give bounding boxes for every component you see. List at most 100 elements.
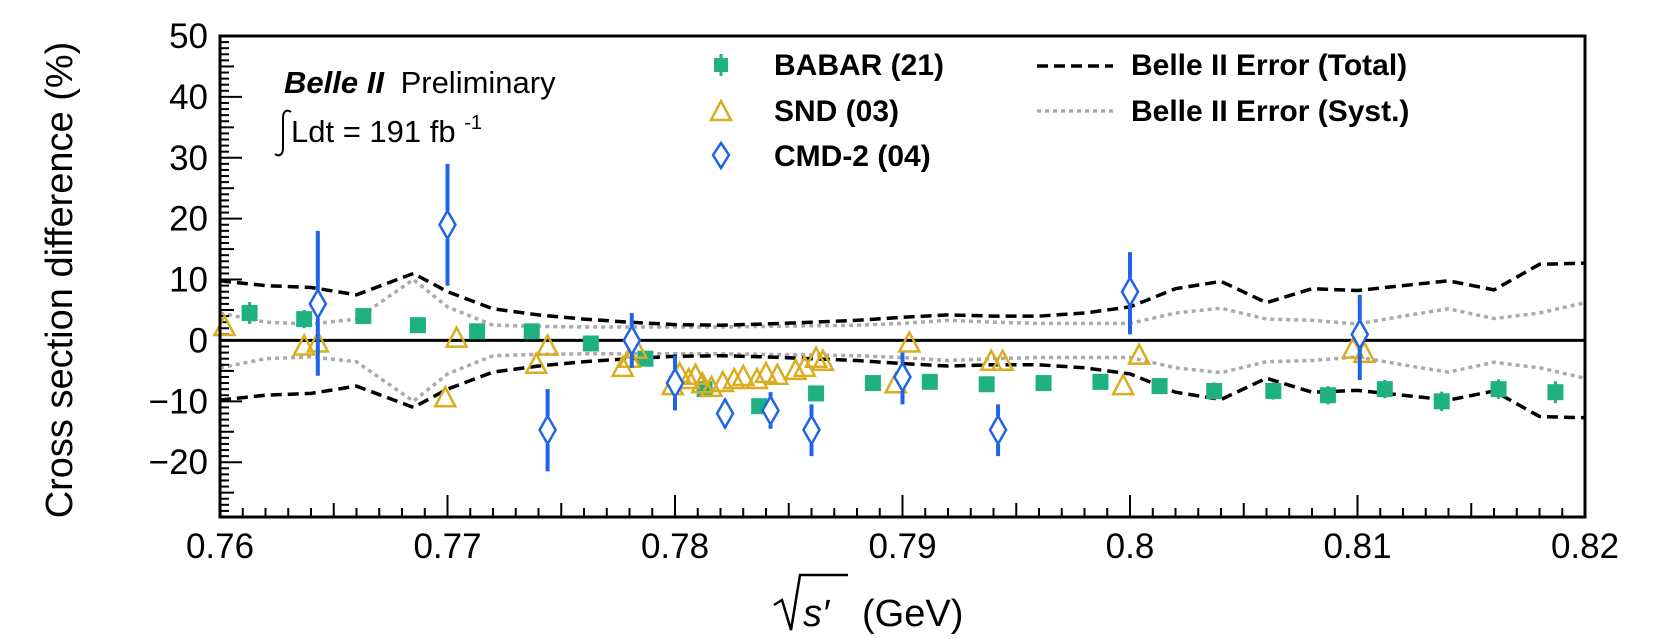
x-tick-label: 0.82 bbox=[1551, 527, 1619, 566]
cmd2-point bbox=[622, 313, 642, 368]
cmd2-point bbox=[988, 404, 1008, 457]
belle-annotation: Belle II Preliminary Ldt = 191 fb -1 bbox=[274, 65, 556, 157]
legend-syst-label: Belle II Error (Syst.) bbox=[1131, 95, 1409, 128]
babar-marker bbox=[1433, 393, 1450, 410]
data-points bbox=[212, 163, 1564, 472]
legend-babar: BABAR (21) bbox=[714, 49, 944, 82]
snd-marker bbox=[803, 345, 829, 368]
snd-marker bbox=[676, 366, 701, 390]
babar-point bbox=[1265, 382, 1282, 400]
luminosity-exponent: -1 bbox=[464, 112, 482, 134]
snd-marker bbox=[1111, 372, 1136, 396]
cmd2-marker bbox=[893, 360, 912, 394]
snd-marker bbox=[535, 332, 560, 356]
svg-text:Ldt = 191 fb -1: Ldt = 191 fb -1 bbox=[291, 112, 482, 149]
total-error-band-upper bbox=[219, 261, 1586, 327]
y-tick-label: 10 bbox=[169, 261, 208, 300]
cmd2-point bbox=[665, 355, 685, 411]
cmd2-marker bbox=[665, 366, 685, 400]
y-tick-label: 40 bbox=[169, 78, 208, 117]
x-axis-unit: (GeV) bbox=[862, 593, 963, 635]
cmd2-marker bbox=[715, 396, 735, 431]
babar-marker bbox=[1490, 381, 1507, 398]
babar-marker bbox=[355, 308, 372, 325]
snd-marker bbox=[1340, 335, 1366, 359]
y-axis-label: Cross section difference (%) bbox=[39, 42, 81, 519]
cmd2-point bbox=[893, 352, 912, 405]
legend-total-label: Belle II Error (Total) bbox=[1131, 49, 1407, 82]
legend: BABAR (21) SND (03) CMD-2 (04) Belle II … bbox=[708, 49, 1409, 173]
cmd2-point bbox=[308, 230, 328, 376]
snd-marker bbox=[444, 324, 469, 348]
x-tick-label: 0.78 bbox=[641, 527, 709, 566]
babar-point bbox=[1490, 379, 1507, 399]
x-tick-label: 0.81 bbox=[1323, 527, 1391, 566]
babar-marker bbox=[582, 335, 599, 352]
cmd2-marker bbox=[1120, 275, 1140, 309]
y-tick-label: −10 bbox=[149, 382, 208, 421]
legend-cmd2: CMD-2 (04) bbox=[711, 140, 931, 173]
babar-point bbox=[1319, 386, 1336, 405]
babar-marker bbox=[808, 385, 825, 402]
cmd2-point bbox=[761, 392, 780, 429]
cmd2-point bbox=[802, 404, 821, 457]
babar-marker bbox=[1547, 384, 1564, 401]
babar-marker bbox=[1151, 378, 1168, 395]
y-tick-label: 0 bbox=[189, 321, 208, 360]
sqrt-sign bbox=[773, 573, 848, 631]
legend-cmd2-marker bbox=[711, 140, 731, 171]
babar-marker bbox=[409, 317, 426, 334]
snd-marker bbox=[783, 357, 808, 381]
babar-point bbox=[1433, 391, 1450, 412]
babar-point bbox=[469, 323, 486, 340]
cmd2-marker bbox=[622, 323, 642, 357]
snd-marker bbox=[292, 332, 317, 356]
x-axis-label: s′ (GeV) bbox=[773, 573, 963, 635]
snd-marker bbox=[753, 360, 779, 384]
babar-point bbox=[1035, 375, 1052, 392]
babar-marker bbox=[1092, 373, 1109, 390]
cmd2-point bbox=[1120, 252, 1140, 335]
snd-marker bbox=[810, 348, 835, 371]
babar-point bbox=[921, 373, 938, 390]
legend-total: Belle II Error (Total) bbox=[1037, 49, 1407, 82]
cmd2-marker bbox=[988, 413, 1008, 447]
snd-marker bbox=[744, 366, 769, 390]
y-tick-label: 30 bbox=[169, 139, 208, 178]
babar-point bbox=[296, 309, 313, 329]
legend-syst: Belle II Error (Syst.) bbox=[1037, 95, 1409, 128]
svg-text:Belle II Preliminary: Belle II Preliminary bbox=[284, 65, 556, 100]
babar-marker bbox=[978, 376, 995, 393]
legend-babar-label: BABAR (21) bbox=[774, 49, 944, 82]
babar-point bbox=[978, 376, 995, 393]
snd-marker bbox=[731, 363, 756, 387]
babar-point bbox=[582, 335, 599, 352]
y-tick-label: 50 bbox=[169, 17, 208, 56]
babar-point bbox=[355, 308, 372, 325]
y-tick-label: 20 bbox=[169, 200, 208, 239]
babar-marker bbox=[1035, 375, 1052, 392]
babar-point bbox=[523, 323, 540, 340]
preliminary-label: Preliminary bbox=[401, 65, 557, 100]
snd-marker bbox=[765, 362, 790, 385]
babar-point bbox=[808, 385, 825, 402]
babar-marker bbox=[864, 375, 881, 392]
cmd2-marker bbox=[802, 413, 821, 447]
total-error-band-lower bbox=[219, 353, 1586, 420]
babar-point bbox=[1092, 373, 1109, 390]
x-tick-label: 0.77 bbox=[413, 527, 481, 566]
cmd2-marker bbox=[438, 208, 457, 242]
snd-marker bbox=[897, 329, 922, 353]
babar-point bbox=[1376, 380, 1393, 399]
cmd2-point bbox=[1350, 294, 1370, 381]
babar-marker bbox=[469, 323, 486, 340]
babar-point bbox=[1206, 382, 1223, 400]
snd-marker bbox=[524, 351, 549, 375]
x-tick-label: 0.79 bbox=[868, 527, 936, 566]
cmd2-marker bbox=[308, 287, 328, 321]
babar-marker bbox=[921, 373, 938, 390]
cmd2-marker bbox=[761, 393, 780, 427]
babar-marker bbox=[1206, 382, 1223, 399]
cmd2-point bbox=[438, 163, 457, 286]
x-tick-label: 0.8 bbox=[1106, 527, 1155, 566]
